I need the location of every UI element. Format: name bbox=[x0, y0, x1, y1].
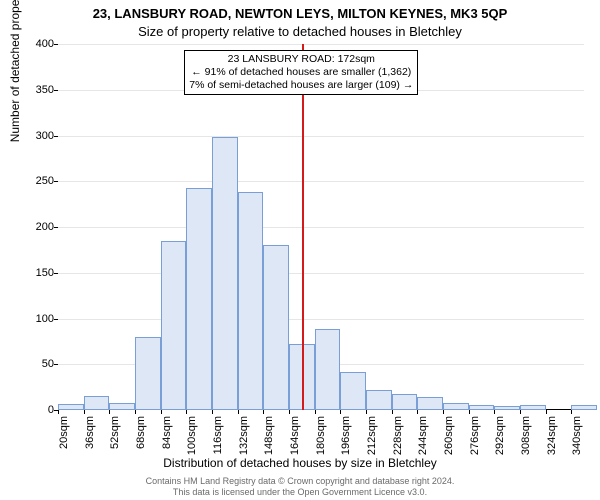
x-tick-label: 148sqm bbox=[263, 416, 275, 466]
x-tick-mark bbox=[289, 410, 290, 414]
x-tick-mark bbox=[263, 410, 264, 414]
y-tick-label: 100 bbox=[14, 313, 54, 325]
plot-area bbox=[58, 44, 584, 410]
y-tick-mark bbox=[54, 273, 58, 274]
y-tick-mark bbox=[54, 227, 58, 228]
annotation-line1: 23 LANSBURY ROAD: 172sqm bbox=[189, 53, 413, 66]
x-tick-mark bbox=[212, 410, 213, 414]
histogram-bar bbox=[417, 397, 443, 410]
footer-line2: This data is licensed under the Open Gov… bbox=[0, 487, 600, 498]
x-tick-mark bbox=[469, 410, 470, 414]
x-tick-label: 308sqm bbox=[520, 416, 532, 466]
x-tick-mark bbox=[546, 410, 547, 414]
footer-line1: Contains HM Land Registry data © Crown c… bbox=[0, 476, 600, 487]
x-tick-mark bbox=[109, 410, 110, 414]
x-tick-label: 116sqm bbox=[212, 416, 224, 466]
x-tick-label: 324sqm bbox=[546, 416, 558, 466]
x-tick-label: 292sqm bbox=[494, 416, 506, 466]
y-tick-label: 200 bbox=[14, 221, 54, 233]
histogram-bar bbox=[161, 241, 187, 410]
histogram-bar bbox=[443, 403, 469, 410]
x-tick-mark bbox=[417, 410, 418, 414]
x-tick-label: 340sqm bbox=[571, 416, 583, 466]
x-tick-label: 36sqm bbox=[84, 416, 96, 466]
x-tick-label: 84sqm bbox=[161, 416, 173, 466]
x-tick-mark bbox=[571, 410, 572, 414]
y-tick-label: 350 bbox=[14, 84, 54, 96]
chart-subtitle: Size of property relative to detached ho… bbox=[0, 24, 600, 39]
x-tick-mark bbox=[340, 410, 341, 414]
y-tick-mark bbox=[54, 136, 58, 137]
gridline-h bbox=[58, 227, 584, 228]
y-tick-label: 0 bbox=[14, 404, 54, 416]
histogram-bar bbox=[263, 245, 289, 410]
x-tick-mark bbox=[392, 410, 393, 414]
histogram-bar bbox=[315, 329, 341, 410]
x-tick-mark bbox=[315, 410, 316, 414]
y-tick-mark bbox=[54, 44, 58, 45]
histogram-bar bbox=[340, 372, 366, 410]
x-tick-mark bbox=[494, 410, 495, 414]
x-tick-label: 260sqm bbox=[443, 416, 455, 466]
x-tick-mark bbox=[135, 410, 136, 414]
reference-line bbox=[302, 44, 304, 410]
x-tick-label: 68sqm bbox=[135, 416, 147, 466]
x-tick-mark bbox=[366, 410, 367, 414]
gridline-h bbox=[58, 44, 584, 45]
x-tick-mark bbox=[161, 410, 162, 414]
y-tick-mark bbox=[54, 364, 58, 365]
histogram-bar bbox=[392, 394, 418, 410]
x-tick-label: 196sqm bbox=[340, 416, 352, 466]
x-tick-label: 52sqm bbox=[109, 416, 121, 466]
x-tick-label: 164sqm bbox=[289, 416, 301, 466]
histogram-bar bbox=[58, 404, 84, 410]
x-tick-mark bbox=[443, 410, 444, 414]
chart-title-address: 23, LANSBURY ROAD, NEWTON LEYS, MILTON K… bbox=[0, 6, 600, 21]
y-tick-label: 300 bbox=[14, 130, 54, 142]
histogram-bar bbox=[520, 405, 546, 410]
histogram-bar bbox=[469, 405, 495, 410]
histogram-bar bbox=[571, 405, 597, 410]
y-tick-mark bbox=[54, 181, 58, 182]
histogram-bar bbox=[135, 337, 161, 410]
histogram-bar bbox=[109, 403, 135, 410]
y-tick-mark bbox=[54, 319, 58, 320]
gridline-h bbox=[58, 319, 584, 320]
gridline-h bbox=[58, 181, 584, 182]
histogram-bar bbox=[84, 396, 110, 410]
y-tick-label: 250 bbox=[14, 175, 54, 187]
x-tick-label: 180sqm bbox=[315, 416, 327, 466]
y-tick-label: 50 bbox=[14, 358, 54, 370]
annotation-box: 23 LANSBURY ROAD: 172sqm ← 91% of detach… bbox=[184, 50, 418, 95]
y-tick-label: 150 bbox=[14, 267, 54, 279]
gridline-h bbox=[58, 273, 584, 274]
x-tick-label: 244sqm bbox=[417, 416, 429, 466]
annotation-line3: 7% of semi-detached houses are larger (1… bbox=[189, 79, 413, 92]
x-tick-label: 276sqm bbox=[469, 416, 481, 466]
x-tick-label: 212sqm bbox=[366, 416, 378, 466]
y-axis-label: Number of detached properties bbox=[8, 0, 22, 142]
histogram-bar bbox=[186, 188, 212, 410]
x-tick-label: 228sqm bbox=[392, 416, 404, 466]
x-tick-label: 100sqm bbox=[186, 416, 198, 466]
histogram-bar bbox=[238, 192, 264, 410]
histogram-bar bbox=[212, 137, 238, 410]
x-tick-mark bbox=[84, 410, 85, 414]
histogram-bar bbox=[366, 390, 392, 410]
y-tick-label: 400 bbox=[14, 38, 54, 50]
x-tick-mark bbox=[238, 410, 239, 414]
x-tick-label: 132sqm bbox=[238, 416, 250, 466]
x-tick-mark bbox=[520, 410, 521, 414]
x-tick-mark bbox=[58, 410, 59, 414]
y-tick-mark bbox=[54, 90, 58, 91]
gridline-h bbox=[58, 136, 584, 137]
x-tick-label: 20sqm bbox=[58, 416, 70, 466]
x-tick-mark bbox=[186, 410, 187, 414]
annotation-line2: ← 91% of detached houses are smaller (1,… bbox=[189, 66, 413, 79]
footer-attribution: Contains HM Land Registry data © Crown c… bbox=[0, 476, 600, 498]
histogram-bar bbox=[494, 406, 520, 410]
